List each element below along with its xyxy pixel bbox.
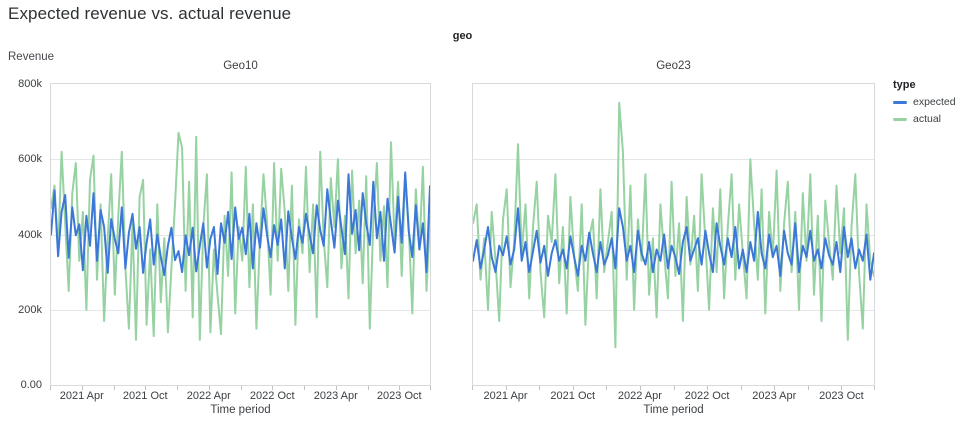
legend: type expected actual [893,79,957,130]
gridline [473,159,874,161]
gridline [51,309,430,311]
x-tick-label: 2022 Oct [684,390,730,402]
x-tick [367,386,369,390]
x-tick [707,386,709,390]
x-tick-label: 2022 Apr [186,390,231,402]
legend-swatch-expected [893,100,907,104]
y-tick-label: 400k [18,228,42,241]
x-axis-title-geo10: Time period [210,404,271,416]
y-tick-label: 200k [18,303,42,316]
x-tick [673,386,675,390]
x-axis-geo10: 2021 Apr 2021 Oct 2022 Apr 2022 Oct 2023 Apr… [50,386,431,422]
legend-item-actual[interactable]: actual [893,113,957,125]
facet-title-geo10: Geo10 [223,60,258,72]
x-tick-label: 2021 Apr [483,390,528,402]
series-line-expected-geo23 [473,207,874,281]
x-tick [208,386,210,390]
x-tick-label: 2021 Oct [550,390,596,402]
series-line-actual-geo23 [473,101,874,349]
legend-swatch-actual [893,117,907,121]
x-tick [572,386,574,390]
x-tick-label: 2022 Oct [249,390,295,402]
x-tick-label: 2023 Apr [313,390,358,402]
y-tick-label: 600k [18,153,42,166]
gridline [473,309,874,311]
y-axis-title: Revenue [8,51,55,63]
x-tick-label: 2023 Oct [376,390,422,402]
x-tick [606,386,608,390]
x-tick [505,386,507,390]
y-tick-label: 0.00 [20,379,42,391]
plot-area-geo10[interactable] [50,83,431,386]
x-tick [539,386,541,390]
x-tick [639,386,641,390]
series-line-actual-geo10 [51,131,430,341]
x-tick [272,386,274,390]
facet-field-header: geo [452,30,473,42]
legend-label: expected [913,96,956,108]
chart-title: Expected revenue vs. actual revenue [8,4,292,23]
x-tick [807,386,809,390]
y-axis-labels: 0.00 200k 400k 600k 800k [0,78,42,391]
x-tick-label: 2021 Apr [59,390,104,402]
x-tick [240,386,242,390]
x-tick [145,386,147,390]
y-tick-label: 800k [18,78,42,90]
x-tick-label: 2022 Apr [617,390,662,402]
x-tick [399,386,401,390]
x-tick-label: 2023 Apr [752,390,797,402]
x-tick [740,386,742,390]
facet-title-geo23: Geo23 [656,60,691,72]
x-tick [335,386,337,390]
series-line-expected-geo10 [51,171,430,277]
x-tick-label: 2021 Oct [122,390,168,402]
x-tick [472,386,473,390]
x-tick-label: 2023 Oct [819,390,864,402]
legend-label: actual [913,113,942,125]
x-tick [81,386,83,390]
x-tick [774,386,776,390]
x-tick [841,386,843,390]
x-axis-geo23: 2021 Apr 2021 Oct 2022 Apr 2022 Oct 2023 Apr… [472,386,875,422]
legend-title: type [893,79,916,91]
legend-item-expected[interactable]: expected [893,96,957,108]
x-tick [304,386,305,390]
x-tick [430,386,431,390]
x-axis-title-geo23: Time period [643,404,704,416]
x-tick [177,386,178,390]
x-tick [874,386,875,390]
plot-area-geo23[interactable] [472,83,875,386]
gridline [51,159,430,161]
x-tick [113,386,115,390]
x-tick [50,386,51,390]
